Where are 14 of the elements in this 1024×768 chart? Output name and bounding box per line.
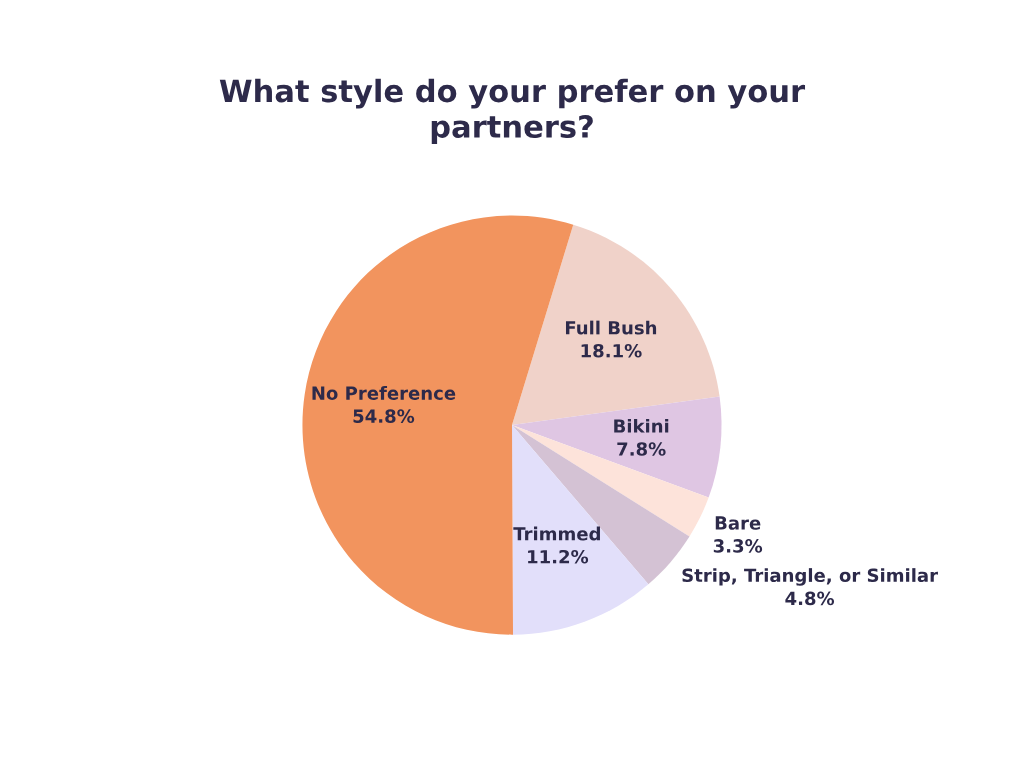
data-label: 54.8% [353, 409, 415, 423]
slice-label: Strip, Triangle, or Similar [682, 568, 938, 586]
slice-label: Bare [715, 516, 761, 530]
data-label: 7.8% [617, 442, 666, 456]
slice-label: Trimmed [513, 526, 600, 541]
data-label: 3.3% [713, 539, 763, 553]
slice-label: Full Bush [565, 320, 657, 335]
data-label: 11.2% [528, 549, 589, 564]
data-label: 18.1% [581, 343, 642, 358]
pie-slice [512, 396, 722, 498]
slice-label: Bikini [614, 418, 669, 433]
slice-label: No Preference [312, 385, 456, 400]
chart-title: What style do your prefer on your partners? [219, 78, 806, 144]
data-label: 4.8% [785, 591, 835, 606]
